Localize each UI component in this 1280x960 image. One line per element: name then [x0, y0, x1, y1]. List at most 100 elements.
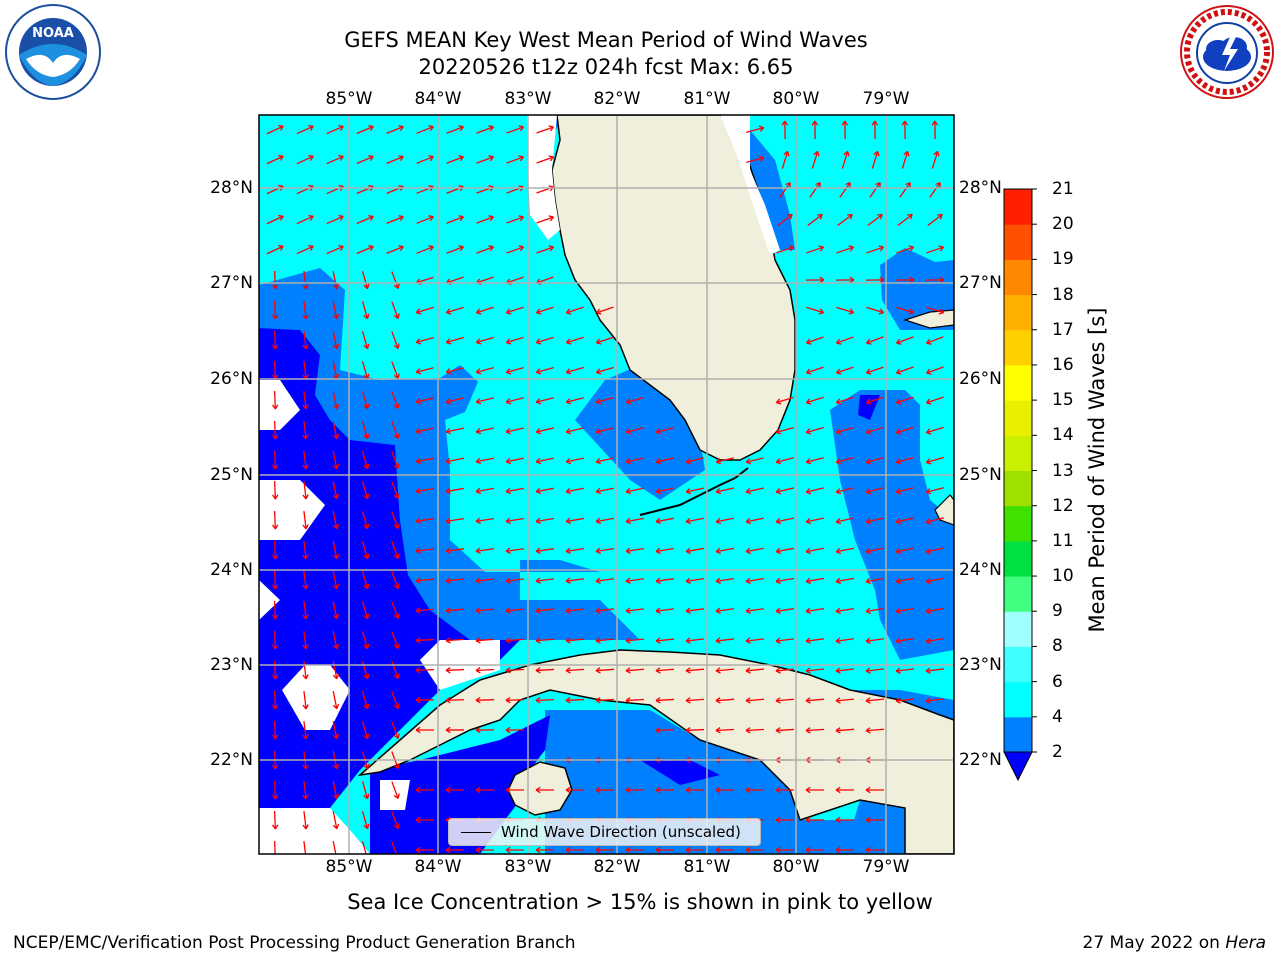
wind-wave-direction-arrow: [566, 487, 584, 493]
wind-wave-direction-arrowhead: [428, 155, 434, 162]
wind-wave-direction-arrowhead: [849, 276, 855, 284]
wind-wave-direction-arrow: [716, 547, 734, 553]
wind-wave-direction-arrow: [332, 631, 338, 649]
wind-wave-direction-arrowhead: [393, 823, 400, 829]
wind-wave-direction-arrow: [416, 126, 434, 134]
wind-wave-direction-arrow: [326, 215, 344, 225]
wind-wave-direction-arrow: [506, 427, 524, 433]
wind-wave-direction-arrowhead: [925, 458, 932, 465]
wind-wave-direction-arrow: [361, 841, 367, 854]
longitude-label-top: 83°W: [504, 89, 552, 109]
wind-wave-direction-arrow: [303, 480, 307, 500]
wind-wave-direction-arrowhead: [415, 457, 422, 465]
wind-wave-direction-arrow: [899, 182, 911, 198]
wind-wave-direction-arrow: [565, 608, 585, 612]
wind-wave-direction-arrowhead: [805, 488, 812, 495]
colorbar-extension: [1003, 751, 1033, 782]
wind-wave-direction-arrow: [566, 366, 584, 374]
wind-wave-direction-arrowhead: [475, 637, 481, 644]
wind-wave-direction-arrowhead: [595, 457, 602, 465]
wind-wave-direction-arrow: [896, 487, 914, 493]
wind-wave-direction-arrowhead: [925, 428, 932, 435]
wind-wave-direction-arrowhead: [445, 667, 451, 674]
wind-wave-direction-arrowhead: [393, 763, 400, 769]
wind-wave-direction-arrow: [361, 811, 369, 829]
wind-wave-direction-arrow: [656, 517, 674, 523]
wind-wave-direction-arrow: [273, 450, 277, 470]
wind-wave-direction-arrowhead: [505, 428, 512, 435]
wind-wave-direction-arrowhead: [871, 120, 879, 126]
wind-wave-direction-arrowhead: [805, 547, 812, 555]
wind-wave-direction-arrow: [361, 301, 369, 319]
wind-wave-direction-arrowhead: [302, 644, 309, 650]
wind-wave-direction-arrowhead: [475, 487, 482, 495]
wind-wave-direction-arrowhead: [393, 703, 400, 709]
wind-wave-direction-arrow: [836, 577, 854, 583]
wind-wave-direction-arrow: [273, 840, 276, 854]
wind-wave-direction-arrow: [535, 698, 555, 702]
wind-wave-direction-arrowhead: [715, 667, 721, 674]
wind-wave-direction-arrowhead: [565, 308, 572, 315]
wind-wave-direction-arrowhead: [565, 547, 571, 554]
wind-wave-direction-arrowhead: [393, 433, 400, 439]
wind-wave-direction-arrow: [806, 246, 824, 254]
wind-wave-direction-arrowhead: [685, 577, 691, 584]
wind-wave-direction-arrowhead: [445, 607, 451, 614]
wind-wave-direction-arrow: [391, 451, 399, 469]
wind-wave-direction-arrowhead: [505, 696, 511, 704]
colorbar-segment: [1004, 294, 1032, 331]
wind-wave-direction-arrow: [536, 517, 554, 523]
wind-wave-direction-arrow: [506, 366, 524, 374]
wind-wave-direction-arrow: [805, 668, 825, 672]
wind-wave-direction-arrow: [806, 487, 824, 493]
wind-wave-direction-arrowhead: [775, 398, 782, 405]
wind-wave-direction-arrowhead: [565, 637, 571, 644]
wind-wave-direction-arrowhead: [415, 696, 421, 704]
wind-wave-direction-arrowhead: [788, 245, 795, 252]
wind-wave-direction-arrowhead: [302, 344, 309, 350]
wind-wave-direction-arrow: [386, 245, 404, 255]
wind-wave-direction-arrowhead: [332, 313, 340, 320]
wind-wave-direction-arrow: [326, 155, 344, 165]
wind-wave-direction-arrow: [445, 668, 465, 672]
wind-wave-direction-arrow: [361, 271, 369, 289]
colorbar-segment: [1004, 505, 1032, 542]
wind-wave-direction-arrow: [775, 668, 795, 672]
wind-wave-direction-arrowhead: [925, 398, 932, 405]
wind-wave-direction-arrowhead: [903, 150, 910, 157]
wind-wave-direction-arrowhead: [565, 577, 571, 584]
wind-wave-direction-arrowhead: [935, 182, 941, 188]
wind-wave-direction-arrow: [897, 214, 913, 226]
latitude-label-right: 23°N: [959, 655, 1002, 675]
wind-wave-direction-arrowhead: [332, 673, 340, 680]
wind-wave-direction-arrow: [685, 698, 705, 702]
wind-wave-direction-arrowhead: [445, 427, 452, 435]
wind-wave-direction-arrow: [626, 517, 644, 523]
wind-wave-direction-arrowhead: [745, 517, 752, 525]
wind-wave-direction-arrowhead: [393, 523, 400, 529]
wind-wave-direction-arrow: [896, 336, 914, 344]
wind-wave-direction-arrow: [505, 548, 525, 552]
wind-wave-direction-arrowhead: [302, 494, 309, 500]
wind-wave-direction-arrowhead: [815, 182, 821, 188]
colorbar-tick-label: 9: [1052, 601, 1063, 622]
wind-wave-direction-arrow: [866, 336, 884, 344]
wind-wave-direction-arrowhead: [625, 398, 632, 405]
wind-wave-direction-arrow: [866, 396, 884, 404]
wind-wave-direction-arrow: [445, 578, 465, 582]
wind-wave-direction-arrowhead: [565, 398, 572, 405]
wind-wave-direction-arrow: [536, 126, 554, 134]
wind-wave-direction-arrow: [566, 427, 584, 433]
wind-wave-direction-arrowhead: [806, 338, 812, 345]
wind-wave-direction-arrowhead: [745, 697, 751, 704]
wind-wave-direction-arrowhead: [332, 433, 340, 440]
colorbar-segment: [1004, 576, 1032, 612]
wind-wave-direction-arrowhead: [308, 124, 314, 131]
wind-wave-direction-arrowhead: [835, 488, 842, 495]
wind-wave-direction-arrowhead: [835, 727, 841, 734]
wind-wave-direction-arrowhead: [475, 338, 482, 345]
wind-wave-direction-arrow: [506, 156, 524, 164]
colorbar-tick-label: 12: [1052, 495, 1074, 516]
wind-wave-direction-arrowhead: [393, 643, 400, 649]
colorbar-tick-label: 21: [1052, 179, 1074, 199]
